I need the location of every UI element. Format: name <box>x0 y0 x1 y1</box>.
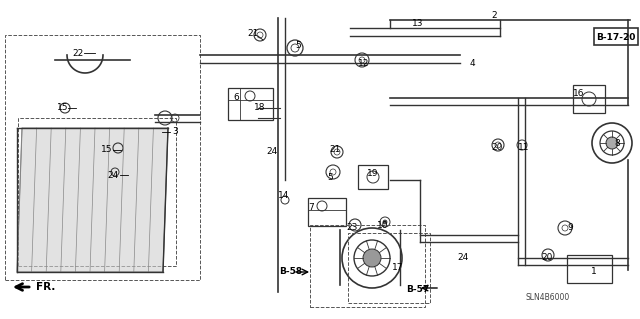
Text: 24: 24 <box>458 253 468 262</box>
Text: 10: 10 <box>377 220 388 229</box>
Circle shape <box>606 137 618 149</box>
Text: SLN4B6000: SLN4B6000 <box>526 293 570 302</box>
Text: 20: 20 <box>541 253 553 262</box>
Text: 24: 24 <box>108 170 118 180</box>
Text: 15: 15 <box>57 103 68 113</box>
Text: 11: 11 <box>518 144 530 152</box>
Bar <box>348 233 430 303</box>
Text: 1: 1 <box>591 268 597 277</box>
Text: 23: 23 <box>346 224 358 233</box>
Text: B-17-20: B-17-20 <box>596 33 636 41</box>
Text: 8: 8 <box>614 138 620 147</box>
Text: FR.: FR. <box>36 282 56 292</box>
Text: 9: 9 <box>567 222 573 232</box>
Circle shape <box>363 249 381 267</box>
Text: 5: 5 <box>295 41 301 50</box>
Text: 5: 5 <box>327 173 333 182</box>
Text: 21: 21 <box>247 28 259 38</box>
Text: 3: 3 <box>172 128 178 137</box>
Text: 24: 24 <box>266 147 278 157</box>
Text: 18: 18 <box>254 102 266 112</box>
Circle shape <box>383 220 387 224</box>
Bar <box>310 225 425 307</box>
Polygon shape <box>17 128 168 272</box>
Text: 17: 17 <box>392 263 404 272</box>
Text: 6: 6 <box>233 93 239 101</box>
Text: 16: 16 <box>573 88 585 98</box>
Bar <box>228 88 273 120</box>
Text: 21: 21 <box>330 145 340 153</box>
Bar <box>358 165 388 189</box>
Text: 4: 4 <box>469 58 475 68</box>
Bar <box>308 198 346 226</box>
Text: 7: 7 <box>308 203 314 211</box>
Bar <box>18 118 176 266</box>
Bar <box>594 28 638 45</box>
Text: 14: 14 <box>278 191 290 201</box>
Text: 15: 15 <box>101 145 113 154</box>
Bar <box>567 255 612 283</box>
Text: 19: 19 <box>367 168 379 177</box>
Text: 20: 20 <box>492 144 502 152</box>
Bar <box>573 85 605 113</box>
Text: 12: 12 <box>358 58 370 68</box>
Text: 2: 2 <box>491 11 497 20</box>
Text: B-57: B-57 <box>406 286 429 294</box>
Text: 13: 13 <box>412 19 424 27</box>
Text: B-58: B-58 <box>280 268 303 277</box>
Text: 22: 22 <box>72 48 84 57</box>
Bar <box>5 35 200 280</box>
